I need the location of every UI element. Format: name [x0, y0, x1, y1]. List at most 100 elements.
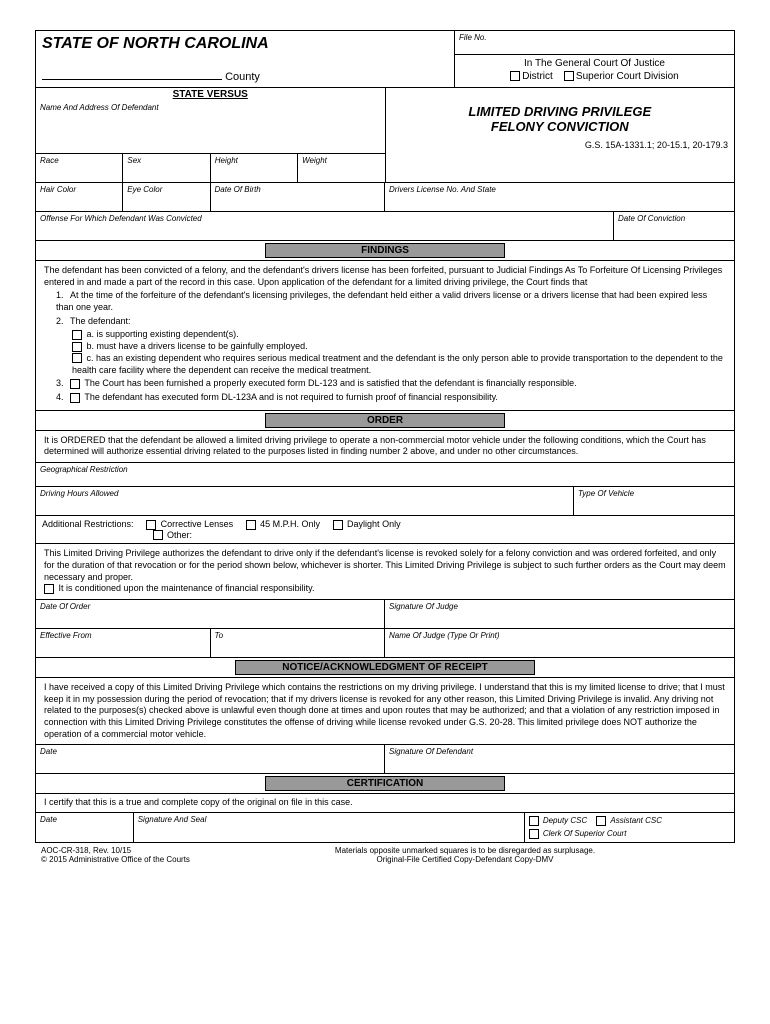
court-checkboxes: District Superior Court Division: [459, 71, 730, 82]
date-order-row: Date Of Order Signature Of Judge: [36, 600, 734, 629]
notice-date-cell[interactable]: Date: [36, 745, 385, 773]
daylight-label: Daylight Only: [347, 519, 401, 529]
geo-restriction-cell[interactable]: Geographical Restriction: [36, 463, 734, 487]
finding-2b: b. must have a drivers license to be gai…: [72, 341, 726, 353]
check-2a[interactable]: [72, 330, 82, 340]
finding-3: 3. The Court has been furnished a proper…: [56, 378, 726, 390]
finding-4-text: The defendant has executed form DL-123A …: [84, 392, 498, 402]
superior-checkbox[interactable]: [564, 71, 574, 81]
date-order-cell[interactable]: Date Of Order: [36, 600, 385, 628]
file-no-label: File No.: [459, 33, 487, 42]
check-3[interactable]: [70, 379, 80, 389]
sex-label: Sex: [127, 156, 141, 165]
offense-row: Offense For Which Defendant Was Convicte…: [36, 212, 734, 241]
defendant-name-addr[interactable]: Name And Address Of Defendant: [36, 101, 385, 153]
phys-row1: Race Sex Height Weight: [36, 153, 385, 182]
name-judge-cell[interactable]: Name Of Judge (Type Or Print): [385, 629, 734, 657]
finding-2a: a. is supporting existing dependent(s).: [72, 329, 726, 341]
sig-judge-cell[interactable]: Signature Of Judge: [385, 600, 734, 628]
cert-heading: CERTIFICATION: [265, 776, 505, 791]
check-assistant[interactable]: [596, 816, 606, 826]
hair-cell[interactable]: Hair Color: [36, 183, 123, 211]
geo-label: Geographical Restriction: [40, 465, 128, 474]
eff-from-cell[interactable]: Effective From: [36, 629, 211, 657]
cert-date-cell[interactable]: Date: [36, 813, 134, 842]
effective-row: Effective From To Name Of Judge (Type Or…: [36, 629, 734, 658]
county-label: County: [225, 71, 260, 83]
cert-sig-row: Date Signature And Seal Deputy CSC Assis…: [36, 813, 734, 842]
check-corrective[interactable]: [146, 520, 156, 530]
file-no-box[interactable]: File No.: [455, 31, 734, 55]
check-4[interactable]: [70, 393, 80, 403]
dl-cell[interactable]: Drivers License No. And State: [385, 183, 734, 211]
notice-heading: NOTICE/ACKNOWLEDGMENT OF RECEIPT: [235, 660, 535, 675]
conviction-date-cell[interactable]: Date Of Conviction: [614, 212, 734, 240]
dob-cell[interactable]: Date Of Birth: [211, 183, 386, 211]
assistant-label: Assistant CSC: [610, 816, 662, 825]
weight-label: Weight: [302, 156, 327, 165]
header-right: File No. In The General Court Of Justice…: [454, 31, 734, 87]
authorization-block: This Limited Driving Privilege authorize…: [36, 544, 734, 600]
finding-1: 1.At the time of the forfeiture of the d…: [56, 290, 726, 313]
check-other[interactable]: [153, 530, 163, 540]
name-addr-label: Name And Address Of Defendant: [40, 103, 159, 112]
footer-center: Materials opposite unmarked squares is t…: [201, 846, 729, 864]
conviction-date-label: Date Of Conviction: [618, 214, 685, 223]
county-input-line[interactable]: [42, 79, 222, 80]
versus-title-row: STATE VERSUS Name And Address Of Defenda…: [36, 88, 734, 183]
versus-left: STATE VERSUS Name And Address Of Defenda…: [36, 88, 386, 182]
title-line2: FELONY CONVICTION: [392, 119, 729, 134]
sig-def-cell[interactable]: Signature Of Defendant: [385, 745, 734, 773]
check-daylight[interactable]: [333, 520, 343, 530]
offense-cell[interactable]: Offense For Which Defendant Was Convicte…: [36, 212, 614, 240]
check-conditioned[interactable]: [44, 584, 54, 594]
check-2b[interactable]: [72, 342, 82, 352]
eye-cell[interactable]: Eye Color: [123, 183, 210, 211]
race-label: Race: [40, 156, 59, 165]
to-cell[interactable]: To: [211, 629, 386, 657]
title-line1: LIMITED DRIVING PRIVILEGE: [392, 104, 729, 119]
check-mph[interactable]: [246, 520, 256, 530]
mph-label: 45 M.P.H. Only: [260, 519, 320, 529]
deputy-label: Deputy CSC: [543, 816, 587, 825]
weight-cell[interactable]: Weight: [298, 154, 384, 182]
height-cell[interactable]: Height: [211, 154, 298, 182]
finding-2: 2.The defendant:: [56, 316, 726, 328]
copyright: © 2015 Administrative Office of the Cour…: [41, 855, 201, 864]
check-2c[interactable]: [72, 353, 82, 363]
race-cell[interactable]: Race: [36, 154, 123, 182]
finding-3-text: The Court has been furnished a properly …: [84, 378, 576, 388]
finding-2a-text: a. is supporting existing dependent(s).: [87, 329, 239, 339]
superior-label: Superior Court Division: [576, 71, 679, 82]
hours-cell[interactable]: Driving Hours Allowed: [36, 487, 574, 515]
court-box: In The General Court Of Justice District…: [455, 55, 734, 85]
title-right: LIMITED DRIVING PRIVILEGE FELONY CONVICT…: [386, 88, 735, 182]
notice-date-label: Date: [40, 747, 57, 756]
hours-label: Driving Hours Allowed: [40, 489, 118, 498]
vehicle-cell[interactable]: Type Of Vehicle: [574, 487, 734, 515]
finding-4: 4. The defendant has executed form DL-12…: [56, 392, 726, 404]
cert-date-label: Date: [40, 815, 57, 824]
sig-seal-label: Signature And Seal: [138, 815, 207, 824]
sig-seal-cell[interactable]: Signature And Seal: [134, 813, 525, 842]
findings-block: The defendant has been convicted of a fe…: [36, 261, 734, 411]
sig-judge-label: Signature Of Judge: [389, 602, 458, 611]
order-text: It is ORDERED that the defendant be allo…: [36, 431, 734, 463]
clerk-label: Clerk Of Superior Court: [543, 829, 627, 838]
sex-cell[interactable]: Sex: [123, 154, 210, 182]
finding-2b-text: b. must have a drivers license to be gai…: [87, 341, 308, 351]
check-clerk[interactable]: [529, 829, 539, 839]
form-no: AOC-CR-318, Rev. 10/15: [41, 846, 201, 855]
other-label: Other:: [167, 530, 192, 540]
header-left: STATE OF NORTH CAROLINA County: [36, 31, 454, 87]
conditioned-text: It is conditioned upon the maintenance o…: [59, 583, 315, 593]
hours-vehicle-row: Driving Hours Allowed Type Of Vehicle: [36, 487, 734, 516]
header-row: STATE OF NORTH CAROLINA County File No. …: [36, 31, 734, 88]
main-title: LIMITED DRIVING PRIVILEGE FELONY CONVICT…: [386, 88, 735, 138]
check-deputy[interactable]: [529, 816, 539, 826]
notice-bar-wrap: NOTICE/ACKNOWLEDGMENT OF RECEIPT: [36, 658, 734, 678]
clerk-checks: Deputy CSC Assistant CSC Clerk Of Superi…: [525, 813, 734, 842]
gs-ref: G.S. 15A-1331.1; 20-15.1, 20-179.3: [386, 138, 735, 152]
offense-label: Offense For Which Defendant Was Convicte…: [40, 214, 202, 223]
district-checkbox[interactable]: [510, 71, 520, 81]
